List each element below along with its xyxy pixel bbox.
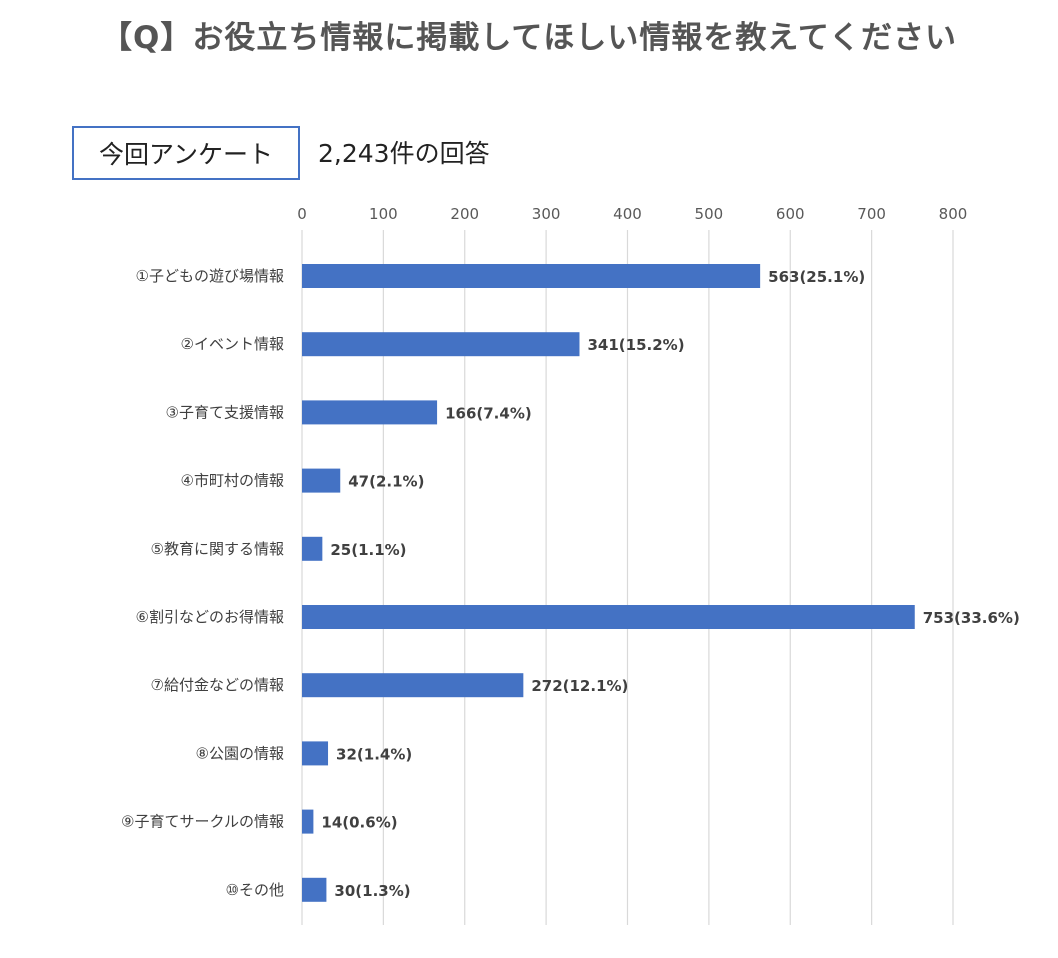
x-tick-label: 0 <box>297 205 307 223</box>
x-tick-label: 300 <box>532 205 561 223</box>
x-tick-label: 200 <box>450 205 479 223</box>
category-label: ⑧公園の情報 <box>196 744 284 762</box>
category-label: ②イベント情報 <box>181 335 284 353</box>
x-tick-label: 800 <box>939 205 968 223</box>
category-label: ⑤教育に関する情報 <box>151 540 284 558</box>
x-tick-label: 700 <box>857 205 886 223</box>
x-tick-label: 500 <box>695 205 724 223</box>
data-label: 341(15.2%) <box>587 336 684 354</box>
bar <box>302 264 761 288</box>
data-label: 753(33.6%) <box>923 609 1020 627</box>
bar <box>302 809 314 834</box>
bar <box>302 605 915 629</box>
data-label: 166(7.4%) <box>445 404 532 422</box>
x-tick-label: 600 <box>776 205 805 223</box>
data-label: 272(12.1%) <box>531 677 628 695</box>
data-label: 30(1.3%) <box>334 882 410 900</box>
x-tick-label: 100 <box>369 205 398 223</box>
category-label: ①子どもの遊び場情報 <box>136 267 284 285</box>
data-label: 14(0.6%) <box>321 814 397 832</box>
category-label: ④市町村の情報 <box>181 472 284 490</box>
bar <box>302 877 327 902</box>
bar <box>302 536 323 561</box>
data-label: 32(1.4%) <box>336 745 412 763</box>
category-label: ⑩その他 <box>226 881 284 899</box>
category-label: ⑨子育てサークルの情報 <box>121 813 284 831</box>
category-label: ⑦給付金などの情報 <box>151 676 284 694</box>
data-label: 25(1.1%) <box>330 541 406 559</box>
bar <box>302 400 438 425</box>
bar <box>302 332 580 357</box>
survey-label-box: 今回アンケート <box>72 126 300 180</box>
x-tick-label: 400 <box>613 205 642 223</box>
page-title: 【Q】お役立ち情報に掲載してほしい情報を教えてください <box>101 20 957 56</box>
data-label: 47(2.1%) <box>348 473 424 491</box>
category-label: ③子育て支援情報 <box>166 403 284 421</box>
data-label: 563(25.1%) <box>768 268 865 286</box>
bar <box>302 468 341 493</box>
category-label: ⑥割引などのお得情報 <box>136 608 284 626</box>
bar <box>302 673 524 698</box>
response-count: 2,243件の回答 <box>318 139 490 168</box>
bar <box>302 741 329 766</box>
